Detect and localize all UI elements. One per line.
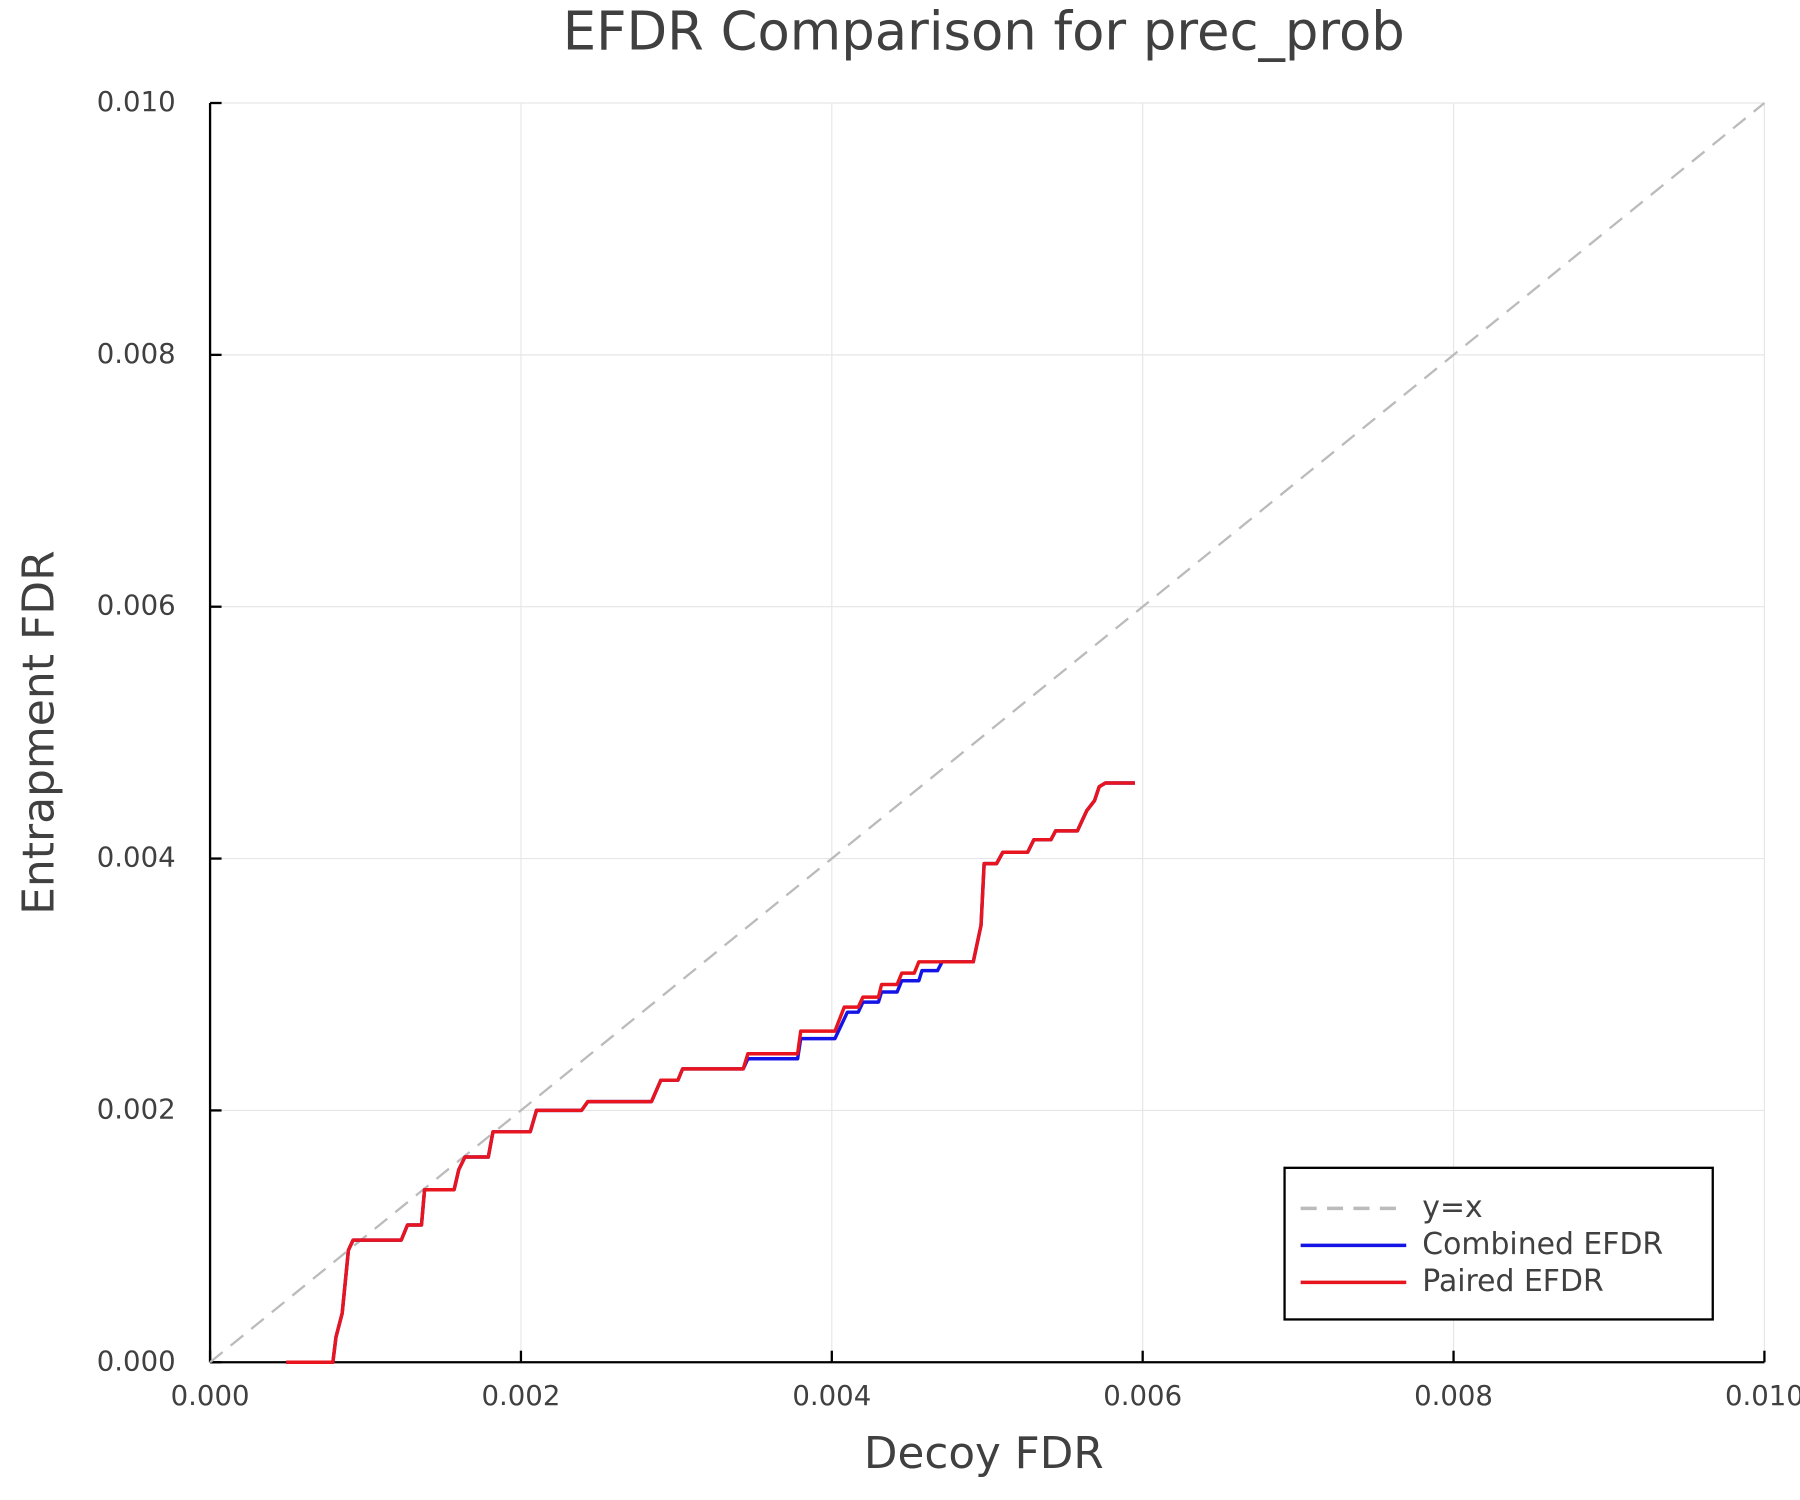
x-tick-label: 0.004 xyxy=(792,1379,871,1412)
x-axis-label: Decoy FDR xyxy=(864,1428,1104,1479)
legend-label: y=x xyxy=(1422,1190,1482,1225)
y-tick-label: 0.008 xyxy=(97,337,176,370)
y-tick-label: 0.006 xyxy=(97,589,176,622)
y-tick-label: 0.002 xyxy=(97,1092,176,1125)
y-tick-label: 0.010 xyxy=(97,85,176,118)
y-tick-label: 0.004 xyxy=(97,840,176,873)
legend-label: Combined EFDR xyxy=(1422,1227,1663,1262)
legend-label: Paired EFDR xyxy=(1422,1264,1603,1299)
x-tick-label: 0.008 xyxy=(1414,1379,1493,1412)
series-line xyxy=(286,781,1135,1365)
series-line xyxy=(286,781,1135,1365)
x-tick-label: 0.006 xyxy=(1103,1379,1182,1412)
chart-title: EFDR Comparison for prec_prob xyxy=(563,0,1405,62)
x-tick-label: 0.002 xyxy=(482,1379,561,1412)
y-tick-label: 0.000 xyxy=(97,1344,176,1377)
y-axis-label: Entrapment FDR xyxy=(13,550,64,915)
x-tick-label: 0.010 xyxy=(1725,1379,1800,1412)
x-tick-label: 0.000 xyxy=(171,1379,250,1412)
series-line xyxy=(209,102,1766,1364)
